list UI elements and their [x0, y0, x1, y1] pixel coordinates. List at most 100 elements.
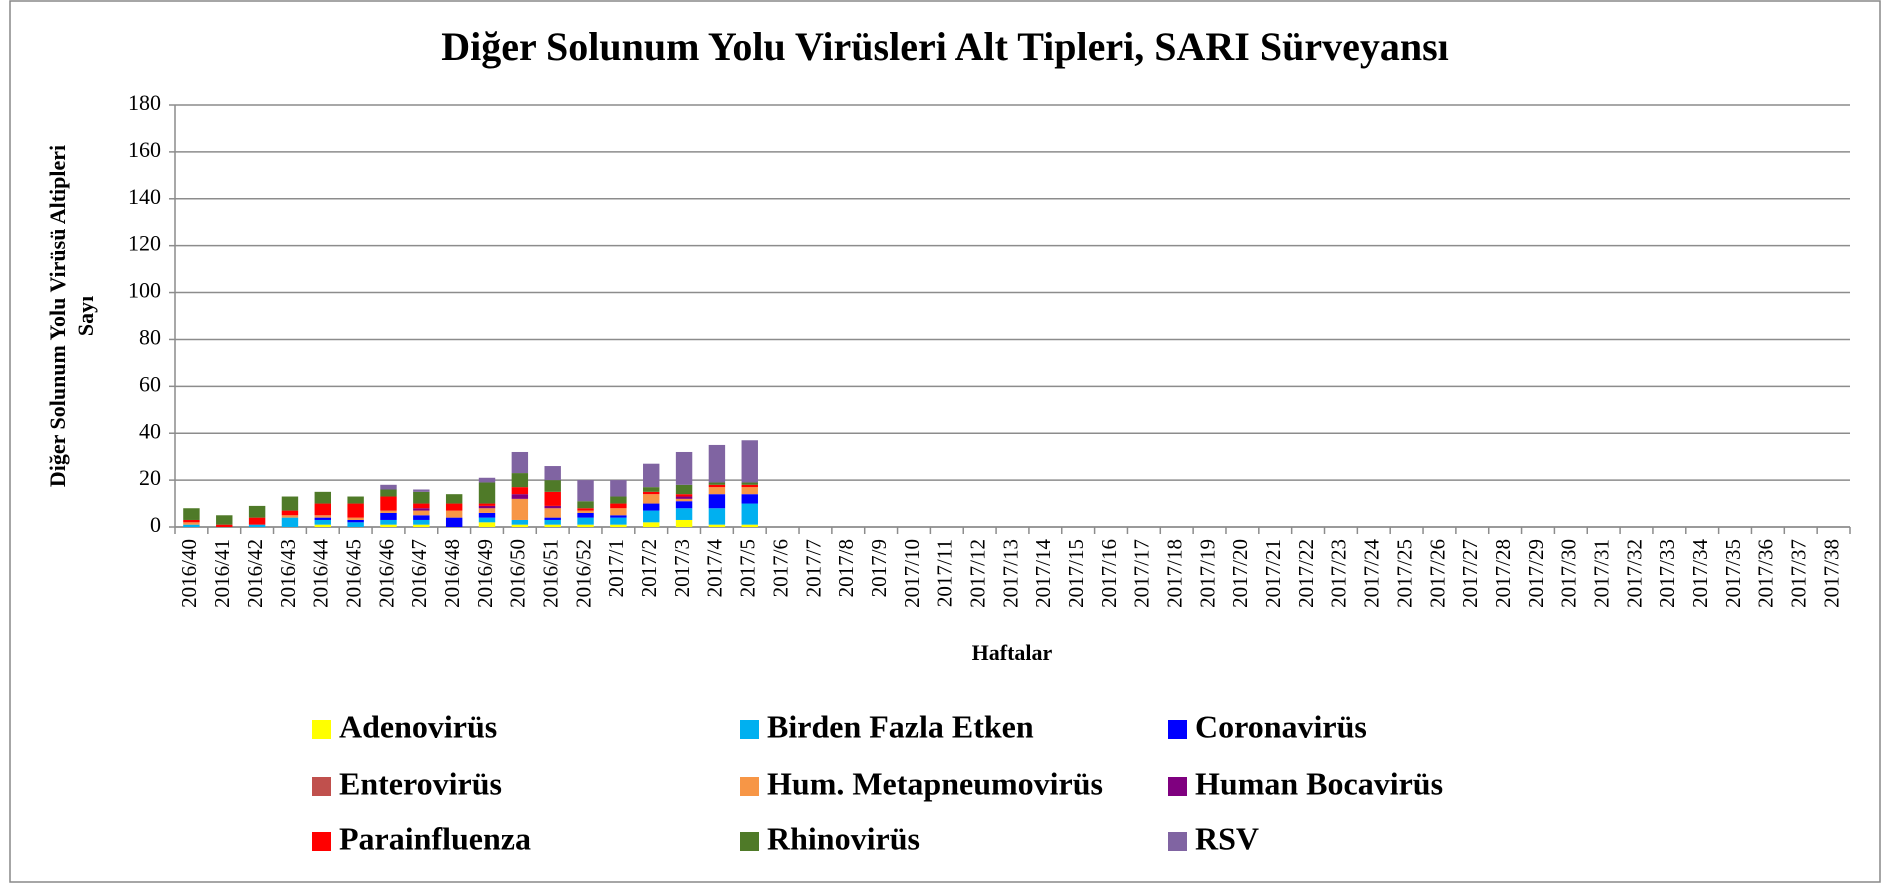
x-tick-label: 2017/18: [1163, 539, 1187, 608]
bar-segment: [544, 524, 561, 527]
x-tick-label: 2017/5: [736, 539, 760, 597]
bar-segment: [741, 482, 758, 485]
legend-swatch: [312, 777, 331, 796]
bar-segment: [708, 487, 726, 495]
x-tick-label: 2016/44: [309, 539, 333, 608]
y-tick-label: 40: [139, 418, 161, 443]
bar-segment: [544, 508, 561, 518]
x-tick-label: 2017/38: [1819, 539, 1843, 608]
bar-segment: [741, 440, 758, 483]
bar-segment: [511, 451, 529, 474]
bar-segment: [511, 473, 529, 488]
y-axis-label: Sayı: [73, 296, 98, 336]
bar-segment: [183, 524, 200, 527]
y-tick-label: 0: [150, 512, 161, 537]
bar-segment: [380, 489, 397, 497]
bar-segment: [248, 517, 266, 525]
bar-segment: [675, 484, 693, 495]
bar-segment: [347, 517, 364, 520]
bar-segment: [643, 463, 660, 488]
bar-segment: [544, 519, 561, 525]
bar-segment: [380, 524, 397, 527]
bar-segment: [281, 496, 299, 511]
bar-segment: [708, 524, 726, 527]
bar-segment: [314, 503, 332, 516]
bar-segment: [413, 510, 430, 516]
bar-segment: [413, 503, 430, 509]
legend-swatch: [740, 832, 759, 851]
x-tick-label: 2017/30: [1557, 539, 1581, 608]
bar-segment: [380, 484, 397, 490]
bar-segment: [577, 524, 594, 527]
bar-segment: [413, 491, 430, 504]
bar-segment: [281, 517, 299, 527]
bar-segment: [183, 519, 200, 523]
bar-segment: [741, 503, 758, 525]
bar-segment: [544, 466, 561, 481]
x-tick-label: 2017/20: [1228, 539, 1252, 608]
legend-swatch: [740, 720, 759, 739]
bar-segment: [413, 515, 430, 520]
legend-label: Rhinovirüs: [767, 820, 920, 856]
x-tick-label: 2016/51: [539, 539, 563, 608]
legend-swatch: [1168, 832, 1187, 851]
bar-segment: [445, 517, 463, 527]
bar-segment: [413, 508, 430, 511]
bar-segment: [675, 498, 693, 502]
x-tick-label: 2017/11: [933, 539, 957, 607]
x-tick-label: 2017/9: [867, 539, 891, 597]
bar-segment: [708, 444, 726, 483]
x-tick-label: 2016/41: [210, 539, 234, 608]
x-tick-label: 2016/49: [473, 539, 497, 608]
legend-label: Adenovirüs: [339, 708, 497, 744]
bar-segment: [708, 482, 726, 485]
legend-label: Hum. Metapneumovirüs: [767, 765, 1103, 801]
legend-label: Human Bocavirüs: [1195, 765, 1443, 801]
y-axis-label: Diğer Solunum Yolu Virüsü Altipleri: [45, 145, 70, 487]
x-tick-label: 2017/23: [1327, 539, 1351, 608]
bar-segment: [281, 510, 299, 516]
x-tick-label: 2017/7: [801, 539, 825, 597]
bar-segment: [478, 505, 496, 509]
bar-segment: [183, 508, 200, 520]
bar-segment: [610, 524, 627, 527]
legend-swatch: [740, 777, 759, 796]
x-tick-label: 2017/10: [900, 539, 924, 608]
x-tick-label: 2017/35: [1721, 539, 1745, 608]
x-tick-label: 2017/21: [1261, 539, 1285, 608]
bar-segment: [675, 451, 693, 485]
x-tick-label: 2017/34: [1688, 539, 1712, 608]
bar-segment: [610, 508, 627, 516]
x-tick-label: 2016/43: [276, 539, 300, 608]
bar-segment: [183, 522, 200, 525]
x-tick-label: 2016/47: [407, 539, 431, 608]
chart-title: Diğer Solunum Yolu Virüsleri Alt Tipleri…: [441, 24, 1449, 69]
x-tick-label: 2016/52: [571, 539, 595, 608]
legend-label: RSV: [1195, 820, 1259, 856]
bar-segment: [478, 503, 496, 506]
bar-segment: [445, 494, 463, 504]
legend-swatch: [1168, 777, 1187, 796]
bar-segment: [544, 517, 561, 520]
bar-segment: [347, 503, 364, 518]
y-tick-label: 180: [128, 90, 161, 115]
x-tick-label: 2017/3: [670, 539, 694, 597]
x-tick-label: 2017/2: [637, 539, 661, 597]
x-tick-label: 2017/36: [1754, 539, 1778, 608]
bar-segment: [511, 498, 529, 520]
legend-label: Coronavirüs: [1195, 708, 1367, 744]
bar-segment: [610, 515, 627, 518]
bar-segment: [314, 515, 332, 518]
x-tick-label: 2017/24: [1360, 539, 1384, 608]
bar-segment: [347, 519, 364, 523]
bar-segment: [708, 508, 726, 525]
y-tick-label: 160: [128, 137, 161, 162]
x-tick-label: 2016/48: [440, 539, 464, 608]
x-tick-label: 2017/29: [1524, 539, 1548, 608]
bar-segment: [675, 496, 693, 499]
bar-segment: [708, 494, 726, 509]
bar-segment: [610, 480, 627, 497]
bar-segment: [577, 508, 594, 511]
legend-swatch: [1168, 720, 1187, 739]
